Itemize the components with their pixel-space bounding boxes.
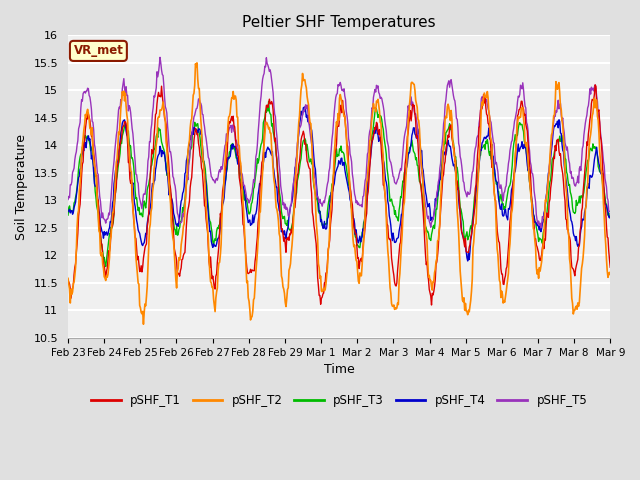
Y-axis label: Soil Temperature: Soil Temperature [15,133,28,240]
Title: Peltier SHF Temperatures: Peltier SHF Temperatures [243,15,436,30]
X-axis label: Time: Time [324,363,355,376]
Legend: pSHF_T1, pSHF_T2, pSHF_T3, pSHF_T4, pSHF_T5: pSHF_T1, pSHF_T2, pSHF_T3, pSHF_T4, pSHF… [86,389,592,412]
Text: VR_met: VR_met [74,45,124,58]
